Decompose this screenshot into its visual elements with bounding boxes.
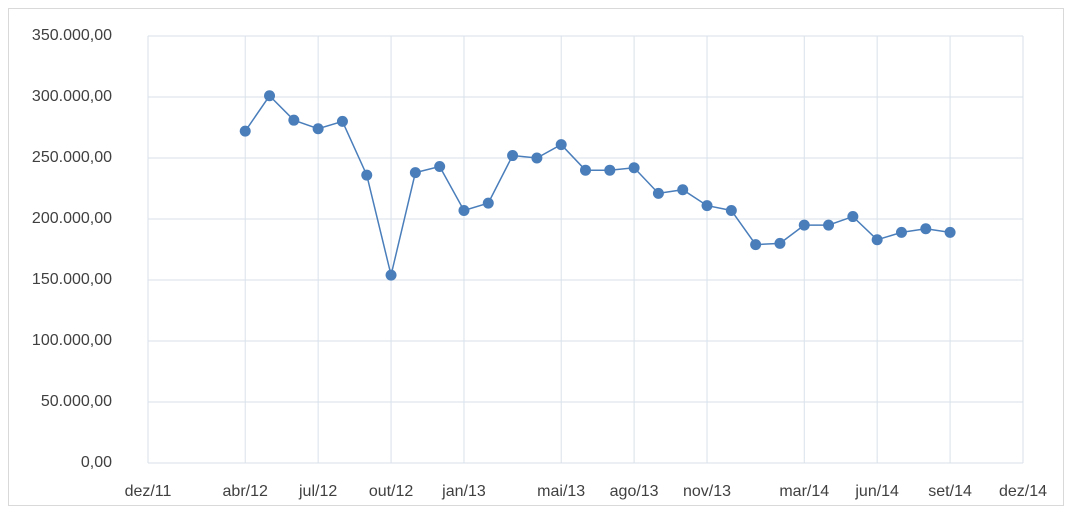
y-tick-label: 150.000,00 [32,271,112,288]
marker [895,226,907,238]
marker [361,169,373,181]
marker [312,123,324,135]
marker [847,211,859,223]
x-tick-label: mar/14 [779,483,829,500]
x-tick-label: abr/12 [223,483,268,500]
x-tick-label: jun/14 [854,483,899,500]
marker [677,184,689,196]
marker [628,162,640,174]
x-tick-label: mai/13 [537,483,585,500]
x-tick-label: set/14 [928,483,972,500]
marker [336,115,348,127]
x-tick-label: dez/11 [125,483,172,500]
marker [580,164,591,176]
y-tick-label: 300.000,00 [32,88,112,105]
x-tick-label: jul/12 [298,483,337,500]
marker [288,114,300,126]
y-tick-label: 350.000,00 [32,27,112,44]
marker [920,223,932,235]
marker [385,269,397,281]
y-tick-label: 50.000,00 [41,393,112,410]
marker [798,219,810,231]
marker [264,90,276,102]
y-tick-label: 100.000,00 [32,332,112,349]
marker [944,226,956,238]
marker [604,164,616,176]
x-tick-label: ago/13 [610,483,659,500]
y-tick-label: 0,00 [81,454,112,471]
marker [531,152,543,164]
marker [871,234,883,246]
marker [725,204,737,216]
marker [434,161,446,173]
x-tick-label: nov/13 [683,483,731,500]
chart-border [8,8,1064,506]
marker [239,125,251,137]
y-tick-label: 250.000,00 [32,149,112,166]
y-tick-label: 200.000,00 [32,210,112,227]
x-tick-label: out/12 [369,483,414,500]
marker [482,197,494,209]
marker [652,187,664,199]
marker [409,167,421,179]
marker [458,204,470,216]
marker [774,237,786,249]
marker [555,139,567,151]
x-tick-label: dez/14 [999,483,1047,500]
x-tick-label: jan/13 [441,483,486,500]
marker [823,219,835,231]
marker [701,200,713,212]
marker [507,150,519,162]
marker [750,239,762,251]
